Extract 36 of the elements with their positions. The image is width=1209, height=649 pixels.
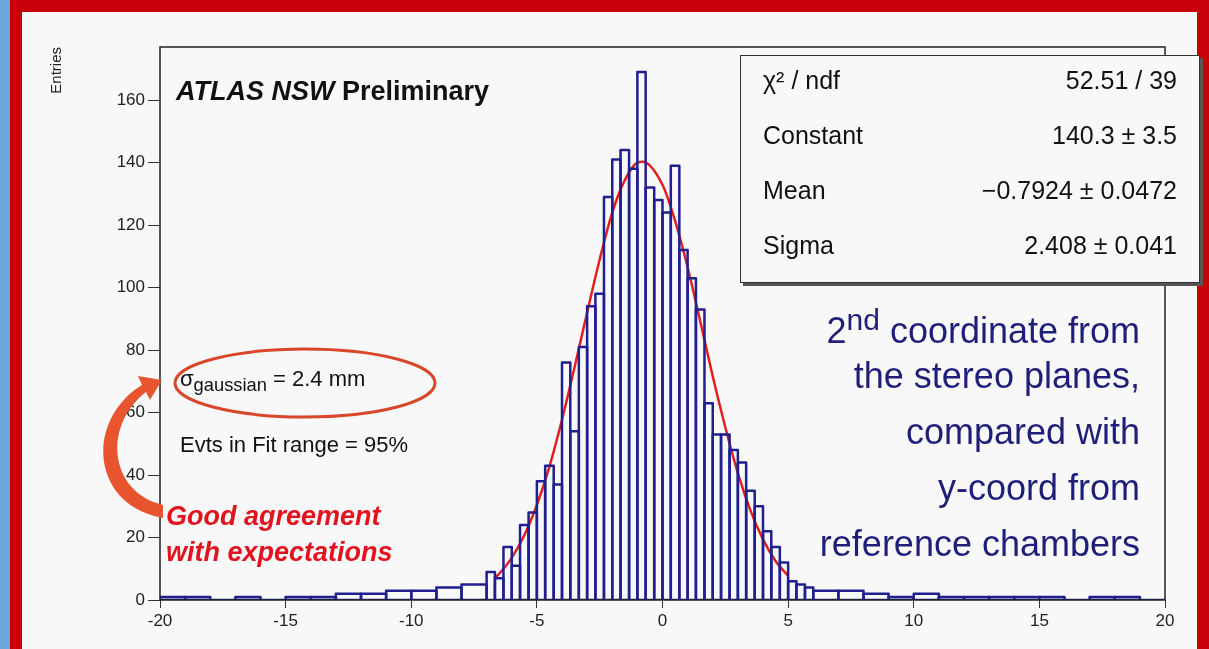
annotation: compared with (905, 410, 1140, 454)
annotation: Sigma (763, 231, 834, 259)
y-tick-label: 140 (116, 152, 145, 172)
x-tick-label: 5 (783, 610, 793, 630)
x-tick-label: -10 (398, 610, 424, 630)
y-tick-label: 20 (126, 527, 145, 547)
annotation: Evts in Fit range = 95% (180, 432, 409, 458)
annotation: 52.51 / 39 (1065, 66, 1177, 95)
annotation: ATLAS NSW (176, 76, 335, 107)
y-tick-label: 100 (116, 277, 145, 297)
annotation: Constant (763, 121, 864, 149)
x-tick-label: -20 (147, 610, 173, 630)
annotation: y-coord from (937, 466, 1140, 510)
annotation: the stereo planes, (853, 354, 1140, 398)
x-tick-label: 20 (1155, 610, 1175, 630)
annotation: Good agreement with expectations (166, 500, 394, 569)
x-tick-label: 0 (657, 610, 668, 630)
annotation: 2.408 ± 0.041 (1024, 231, 1177, 260)
annotation: σ$_{gaussian}$ = 2.4 mm (180, 366, 366, 397)
annotation: 140.3 ± 3.5 (1052, 121, 1177, 150)
y-tick-label: 40 (126, 464, 145, 484)
x-tick-label: -5 (529, 610, 545, 630)
y-tick-label: 120 (116, 214, 145, 234)
y-axis-title: Entries (47, 47, 65, 94)
annotation: reference chambers (819, 522, 1140, 566)
x-tick-label: 10 (904, 610, 924, 630)
annotation: Preliminary (342, 76, 490, 107)
annotation: −0.7924 ± 0.0472 (981, 176, 1177, 205)
x-tick-label: 15 (1029, 610, 1049, 630)
annotation: χ² / ndf (763, 66, 841, 94)
y-tick-label: 80 (126, 339, 145, 359)
y-tick-label: 0 (135, 589, 145, 609)
annotation: 2$^{nd}$ coordinate from (826, 302, 1140, 353)
x-tick-label: -15 (273, 610, 298, 630)
y-tick-label: 160 (116, 89, 145, 109)
annotation: Mean (763, 176, 826, 204)
